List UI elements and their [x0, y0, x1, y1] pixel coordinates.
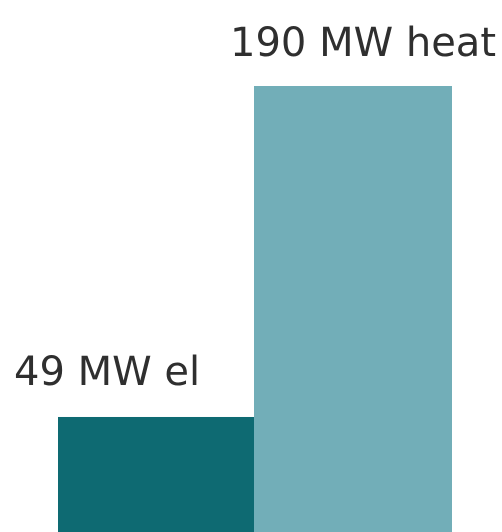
bar-el [58, 416, 254, 532]
bars-group [58, 86, 452, 532]
data-label-el: 49 MW el [14, 349, 200, 395]
data-label-heat: 190 MW heat [230, 20, 496, 66]
labels-group: 49 MW el 190 MW heat [14, 20, 496, 395]
bar-heat [254, 86, 452, 532]
